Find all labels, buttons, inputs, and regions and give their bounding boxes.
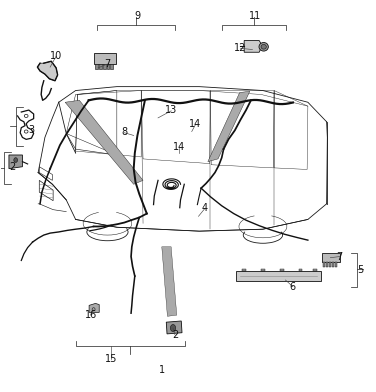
Text: 3: 3 [28,125,35,134]
Text: 7: 7 [337,252,343,261]
Text: 12: 12 [234,43,247,53]
Polygon shape [314,269,317,271]
Polygon shape [244,40,262,52]
Polygon shape [111,64,113,69]
Text: 11: 11 [249,11,262,21]
Polygon shape [280,269,284,271]
Polygon shape [299,269,302,271]
Polygon shape [323,262,325,267]
Text: 9: 9 [134,11,141,21]
Ellipse shape [261,44,266,49]
Polygon shape [261,269,265,271]
Polygon shape [242,269,246,271]
Polygon shape [322,252,340,262]
Polygon shape [326,262,328,267]
Text: 15: 15 [105,354,117,364]
Polygon shape [166,321,182,334]
Text: 6: 6 [290,281,296,292]
Polygon shape [208,91,250,162]
Polygon shape [332,262,334,267]
Text: 4: 4 [202,203,208,213]
Text: 5: 5 [357,265,364,275]
Text: 8: 8 [121,127,127,136]
Polygon shape [65,100,143,184]
Polygon shape [335,262,337,267]
Polygon shape [96,64,98,69]
Ellipse shape [259,42,268,51]
Polygon shape [94,53,116,64]
Polygon shape [89,303,99,312]
Polygon shape [236,271,321,281]
Text: 2: 2 [172,330,178,339]
Polygon shape [107,64,109,69]
Polygon shape [103,64,106,69]
Polygon shape [9,155,23,169]
Text: 13: 13 [165,105,177,115]
Polygon shape [162,247,177,316]
Text: 10: 10 [50,51,62,61]
Text: 16: 16 [85,310,97,320]
Text: 2: 2 [9,162,15,172]
Ellipse shape [170,325,176,332]
Polygon shape [329,262,331,267]
Text: 14: 14 [173,142,185,152]
Polygon shape [37,61,58,81]
Text: 14: 14 [190,119,202,129]
Text: 7: 7 [104,59,111,69]
Polygon shape [99,64,102,69]
Text: 1: 1 [159,365,165,375]
Ellipse shape [14,158,18,162]
